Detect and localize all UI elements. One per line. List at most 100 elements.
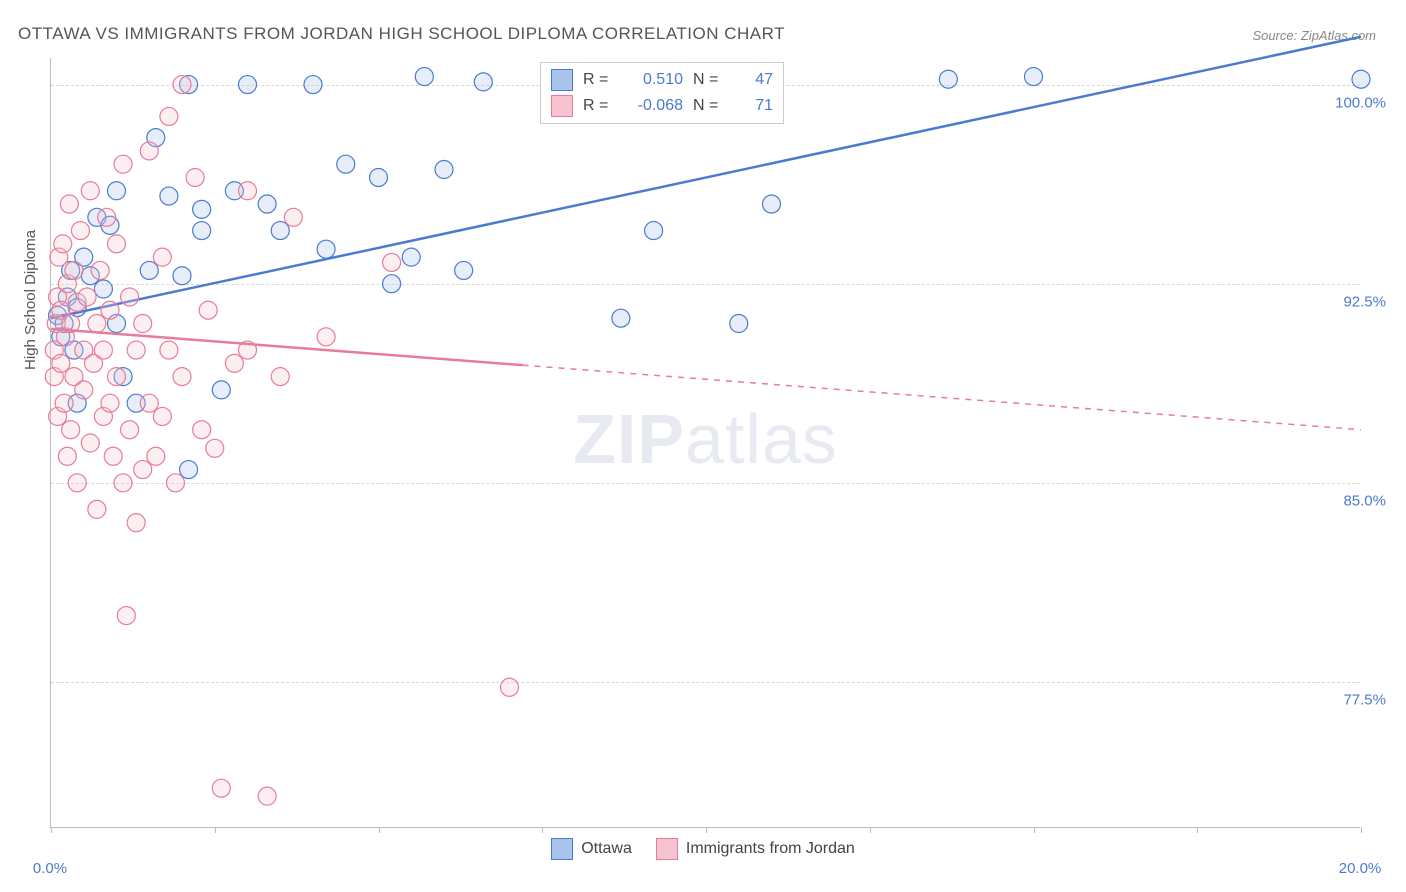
x-tick-label: 0.0% — [33, 860, 67, 877]
legend-correlation: R =0.510N =47R =-0.068N =71 — [540, 62, 784, 124]
scatter-point — [117, 607, 135, 625]
scatter-point — [455, 261, 473, 279]
scatter-point — [271, 368, 289, 386]
scatter-point — [88, 315, 106, 333]
scatter-point — [173, 368, 191, 386]
legend-series: Ottawa Immigrants from Jordan — [0, 838, 1406, 860]
scatter-point — [54, 235, 72, 253]
scatter-point — [206, 439, 224, 457]
scatter-point — [239, 182, 257, 200]
legend-n-label: N = — [693, 97, 723, 115]
scatter-point — [101, 394, 119, 412]
scatter-point — [147, 447, 165, 465]
scatter-point — [166, 474, 184, 492]
scatter-point — [134, 315, 152, 333]
x-tick-label: 20.0% — [1339, 860, 1382, 877]
scatter-point — [239, 76, 257, 94]
scatter-point — [258, 787, 276, 805]
scatter-point — [60, 195, 78, 213]
scatter-point — [160, 341, 178, 359]
x-tick — [379, 827, 380, 833]
x-tick — [870, 827, 871, 833]
x-tick — [706, 827, 707, 833]
scatter-point — [153, 407, 171, 425]
scatter-point — [317, 328, 335, 346]
scatter-point — [94, 280, 112, 298]
scatter-point — [75, 381, 93, 399]
scatter-point — [134, 461, 152, 479]
y-tick-label: 77.5% — [1343, 691, 1386, 708]
scatter-point — [180, 461, 198, 479]
legend-series-label: Immigrants from Jordan — [686, 840, 855, 858]
legend-swatch — [551, 838, 573, 860]
scatter-point — [304, 76, 322, 94]
legend-r-label: R = — [583, 97, 613, 115]
scatter-point — [127, 341, 145, 359]
scatter-point — [94, 341, 112, 359]
legend-swatch — [551, 95, 573, 117]
scatter-point — [186, 168, 204, 186]
scatter-point — [939, 70, 957, 88]
legend-r-label: R = — [583, 71, 613, 89]
scatter-point — [108, 235, 126, 253]
y-tick-label: 100.0% — [1335, 94, 1386, 111]
scatter-point — [153, 248, 171, 266]
y-tick-label: 92.5% — [1343, 293, 1386, 310]
x-tick — [215, 827, 216, 833]
scatter-point — [140, 394, 158, 412]
scatter-point — [104, 447, 122, 465]
scatter-point — [193, 421, 211, 439]
scatter-point — [271, 222, 289, 240]
scatter-point — [71, 222, 89, 240]
scatter-point — [121, 421, 139, 439]
scatter-point — [383, 275, 401, 293]
scatter-point — [1025, 68, 1043, 86]
scatter-point — [81, 182, 99, 200]
x-tick — [1034, 827, 1035, 833]
scatter-point — [225, 354, 243, 372]
legend-correlation-row: R =-0.068N =71 — [551, 93, 773, 119]
legend-r-value: -0.068 — [623, 97, 683, 115]
scatter-point — [121, 288, 139, 306]
legend-series-label: Ottawa — [581, 840, 632, 858]
scatter-point — [173, 76, 191, 94]
regression-line-dashed — [523, 365, 1361, 430]
scatter-point — [612, 309, 630, 327]
scatter-point — [199, 301, 217, 319]
scatter-point — [317, 240, 335, 258]
y-tick-label: 85.0% — [1343, 492, 1386, 509]
scatter-point — [68, 474, 86, 492]
source-credit: Source: ZipAtlas.com — [1252, 28, 1376, 43]
scatter-point — [127, 514, 145, 532]
plot-area: ZIPatlas — [50, 58, 1360, 828]
scatter-point — [435, 161, 453, 179]
chart-title: OTTAWA VS IMMIGRANTS FROM JORDAN HIGH SC… — [18, 24, 785, 44]
scatter-point — [212, 381, 230, 399]
scatter-point — [140, 142, 158, 160]
scatter-point — [193, 200, 211, 218]
scatter-point — [98, 208, 116, 226]
scatter-point — [1352, 70, 1370, 88]
scatter-point — [501, 678, 519, 696]
scatter-point — [78, 288, 96, 306]
scatter-point — [114, 474, 132, 492]
scatter-point — [730, 315, 748, 333]
scatter-point — [108, 368, 126, 386]
scatter-point — [52, 354, 70, 372]
scatter-point — [81, 434, 99, 452]
scatter-point — [101, 301, 119, 319]
legend-swatch — [656, 838, 678, 860]
scatter-point — [160, 187, 178, 205]
scatter-point — [474, 73, 492, 91]
scatter-point — [370, 168, 388, 186]
scatter-point — [62, 421, 80, 439]
scatter-point — [65, 261, 83, 279]
scatter-point — [55, 394, 73, 412]
scatter-point — [402, 248, 420, 266]
scatter-point — [212, 779, 230, 797]
chart-svg — [51, 58, 1360, 827]
scatter-point — [91, 261, 109, 279]
x-tick — [542, 827, 543, 833]
x-tick — [1197, 827, 1198, 833]
x-tick — [1361, 827, 1362, 833]
